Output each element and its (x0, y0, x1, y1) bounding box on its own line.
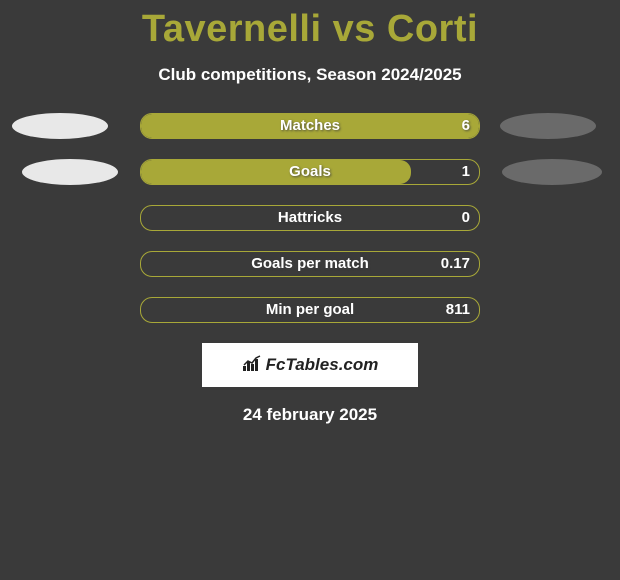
date-line: 24 february 2025 (0, 405, 620, 425)
stat-bar-track (140, 159, 480, 185)
player-right-marker (500, 113, 596, 139)
player-left-marker (12, 113, 108, 139)
stat-bar-track (140, 297, 480, 323)
chart-icon (242, 354, 262, 377)
stat-row: Matches6 (0, 113, 620, 139)
stat-row: Goals per match0.17 (0, 251, 620, 277)
page-title: Tavernelli vs Corti (0, 0, 620, 51)
player-right-marker (502, 159, 602, 185)
logo-text: FcTables.com (266, 355, 379, 375)
stat-bar-track (140, 113, 480, 139)
player-left-marker (22, 159, 118, 185)
stat-bar-fill (141, 160, 411, 184)
stat-bar-track (140, 251, 480, 277)
logo-box: FcTables.com (202, 343, 418, 387)
stat-row: Goals1 (0, 159, 620, 185)
stats-chart: Matches6 Goals1 Hattricks0 Goals per match0… (0, 113, 620, 323)
stat-bar-fill (141, 114, 479, 138)
stat-row: Hattricks0 (0, 205, 620, 231)
page-subtitle: Club competitions, Season 2024/2025 (0, 65, 620, 85)
stat-row: Min per goal811 (0, 297, 620, 323)
stat-bar-track (140, 205, 480, 231)
